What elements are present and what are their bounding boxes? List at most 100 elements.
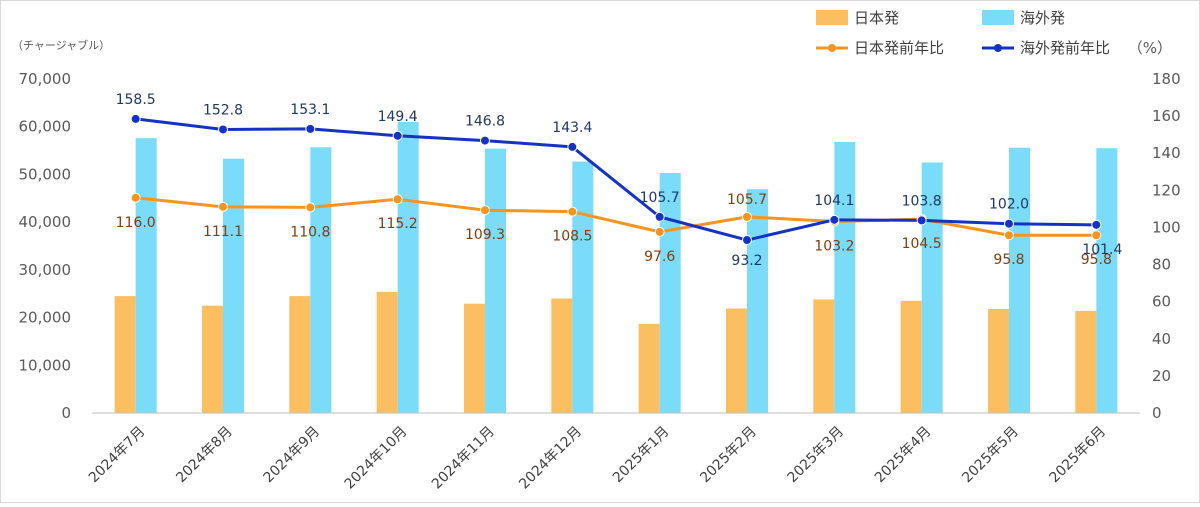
marker-japan-yoy — [654, 226, 665, 237]
bar-japan — [900, 300, 922, 413]
bar-japan — [114, 296, 136, 413]
data-label-overseas-yoy: 149.4 — [378, 109, 418, 125]
marker-overseas-yoy — [305, 123, 316, 134]
bar-overseas — [834, 141, 856, 414]
marker-japan-yoy — [130, 192, 141, 203]
marker-japan-yoy — [742, 211, 752, 222]
left-axis-tick: 30,000 — [19, 261, 72, 279]
data-label-overseas-yoy: 143.4 — [552, 120, 592, 136]
marker-japan-yoy — [480, 205, 490, 216]
right-axis-tick: 100 — [1152, 218, 1181, 236]
marker-overseas-yoy — [567, 141, 578, 152]
left-axis-tick: 20,000 — [19, 309, 72, 327]
data-label-overseas-yoy: 101.4 — [1082, 242, 1122, 258]
data-label-japan-yoy: 115.2 — [378, 216, 418, 232]
marker-japan-yoy — [1004, 230, 1014, 241]
data-label-japan-yoy: 97.6 — [644, 249, 675, 265]
data-label-overseas-yoy: 153.1 — [290, 102, 330, 118]
marker-japan-yoy — [392, 194, 403, 205]
left-axis-tick: 50,000 — [19, 165, 72, 183]
marker-overseas-yoy — [1091, 219, 1102, 230]
data-label-overseas-yoy: 104.1 — [814, 193, 854, 209]
data-label-japan-yoy: 95.8 — [1081, 252, 1112, 268]
bar-japan — [551, 298, 573, 413]
right-axis-tick: 160 — [1152, 107, 1181, 125]
data-label-japan-yoy: 95.8 — [993, 252, 1024, 268]
bar-overseas — [572, 161, 594, 413]
legend-label-overseas-bar: 海外発 — [1020, 9, 1065, 27]
bar-overseas — [397, 121, 419, 413]
bar-japan — [726, 308, 747, 413]
marker-japan-yoy — [1091, 230, 1102, 241]
data-label-japan-yoy: 116.0 — [116, 215, 156, 231]
legend-label-japan-yoy: 日本発前年比 — [854, 39, 944, 57]
data-labels: 116.0 111.1 110.8 115.2 109.3 108.5 97.6 105.7 1… — [116, 92, 1123, 269]
bar-japan — [813, 299, 835, 413]
bar-overseas — [223, 158, 244, 413]
bar-overseas — [310, 147, 332, 413]
data-label-japan-yoy: 108.5 — [552, 229, 592, 245]
bar-japan — [988, 308, 1009, 413]
line-overseas-yoy — [135, 117, 1097, 242]
legend-label-japan-bar: 日本発 — [854, 9, 899, 27]
data-label-japan-yoy: 105.7 — [727, 192, 767, 208]
bar-overseas — [135, 138, 157, 413]
right-axis-ticks: 0 20 40 60 80 100 120 140 160 180 — [1152, 70, 1181, 422]
marker-overseas-yoy — [916, 215, 927, 226]
marker-overseas-yoy — [1004, 218, 1014, 229]
right-axis-tick: 80 — [1152, 256, 1171, 274]
right-axis-tick: 140 — [1152, 144, 1181, 162]
right-axis-tick: 120 — [1152, 181, 1181, 199]
legend-swatch-japan-bar — [816, 10, 848, 25]
bar-overseas — [1096, 148, 1118, 413]
data-label-japan-yoy: 104.5 — [902, 236, 942, 252]
legend-marker-overseas-yoy — [994, 44, 1002, 52]
data-label-overseas-yoy: 146.8 — [465, 114, 505, 130]
right-axis-unit: （%） — [1128, 39, 1172, 57]
data-label-overseas-yoy: 103.8 — [902, 193, 942, 209]
left-axis-tick: 40,000 — [19, 213, 72, 231]
bar-japan — [464, 303, 485, 413]
bars — [114, 121, 1118, 414]
left-axis-tick: 10,000 — [19, 356, 72, 374]
bar-overseas — [747, 189, 768, 413]
left-axis-unit: （チャージャブル） — [12, 38, 110, 52]
data-label-japan-yoy: 103.2 — [814, 239, 854, 255]
lines — [130, 113, 1102, 246]
marker-japan-yoy — [567, 206, 578, 217]
bar-overseas — [921, 162, 943, 413]
legend: 日本発 海外発 日本発前年比 海外発前年比 — [816, 9, 1110, 57]
legend-swatch-overseas-bar — [982, 10, 1014, 25]
bar-japan — [202, 305, 223, 413]
marker-overseas-yoy — [130, 113, 141, 124]
left-axis-ticks: 0 10,000 20,000 30,000 40,000 50,000 60,000 70,… — [19, 70, 72, 422]
bar-japan — [289, 296, 311, 413]
data-label-overseas-yoy: 93.2 — [731, 253, 762, 269]
right-axis-tick: 40 — [1152, 330, 1171, 348]
marker-overseas-yoy — [218, 124, 228, 135]
marker-overseas-yoy — [829, 214, 840, 225]
bar-overseas — [1009, 147, 1030, 414]
data-label-overseas-yoy: 158.5 — [116, 92, 156, 108]
bar-japan — [638, 323, 660, 413]
right-axis-tick: 180 — [1152, 70, 1181, 88]
left-axis-tick: 70,000 — [19, 70, 72, 88]
marker-japan-yoy — [218, 201, 228, 212]
right-axis-tick: 0 — [1152, 404, 1162, 422]
data-label-japan-yoy: 109.3 — [465, 227, 505, 243]
data-label-japan-yoy: 110.8 — [290, 224, 330, 240]
bar-overseas — [485, 148, 506, 414]
legend-label-overseas-yoy: 海外発前年比 — [1020, 39, 1110, 57]
right-axis-tick: 60 — [1152, 293, 1171, 311]
data-label-overseas-yoy: 152.8 — [203, 102, 243, 118]
right-axis-tick: 20 — [1152, 367, 1171, 385]
bar-japan — [376, 291, 398, 413]
marker-overseas-yoy — [654, 211, 665, 222]
marker-overseas-yoy — [392, 130, 403, 141]
marker-overseas-yoy — [742, 235, 752, 246]
marker-japan-yoy — [305, 202, 316, 213]
left-axis-tick: 60,000 — [19, 118, 72, 136]
